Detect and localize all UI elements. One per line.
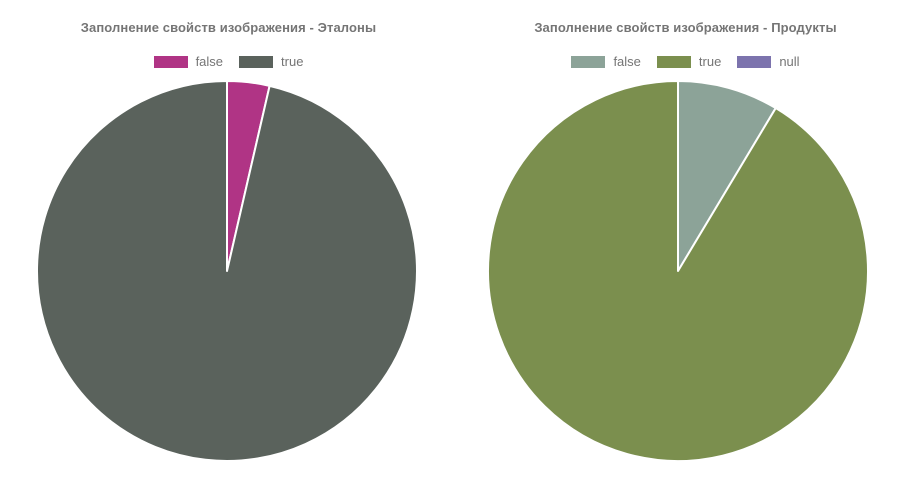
legend-item-true[interactable]: true bbox=[239, 54, 303, 69]
legend-marker-false bbox=[571, 55, 606, 68]
pie-slice-true[interactable] bbox=[36, 80, 418, 462]
pie-chart-produkty: Заполнение свойств изображения - Продукт… bbox=[457, 0, 914, 480]
legend-marker-null bbox=[737, 55, 772, 68]
legend-label-true: true bbox=[281, 54, 304, 69]
legend-label-false: false bbox=[613, 54, 641, 69]
legend-marker-true bbox=[239, 55, 274, 68]
legend-item-null[interactable]: null bbox=[737, 54, 800, 69]
pie-chart-etalony: Заполнение свойств изображения - Эталоны… bbox=[0, 20, 457, 462]
legend-label-false: false bbox=[195, 54, 224, 69]
chart-title-etalony: Заполнение свойств изображения - Эталоны bbox=[80, 20, 377, 35]
legend-item-false[interactable]: false bbox=[153, 54, 224, 69]
chart-title-produkty: Заполнение свойств изображения - Продукт… bbox=[534, 20, 837, 35]
chart-legend-etalony: false true bbox=[0, 54, 457, 69]
pie-etalony bbox=[36, 80, 418, 462]
chart-legend-produkty: false true null bbox=[457, 54, 914, 69]
legend-marker-false bbox=[153, 55, 188, 68]
pie-slice-false[interactable] bbox=[677, 80, 777, 272]
pie-produkty bbox=[486, 80, 869, 462]
legend-item-false[interactable]: false bbox=[571, 54, 641, 69]
legend-marker-true bbox=[656, 55, 691, 68]
legend-label-null: null bbox=[779, 54, 800, 69]
legend-label-true: true bbox=[698, 54, 722, 69]
legend-item-true[interactable]: true bbox=[656, 54, 722, 69]
pie-slice-true[interactable] bbox=[486, 80, 869, 462]
